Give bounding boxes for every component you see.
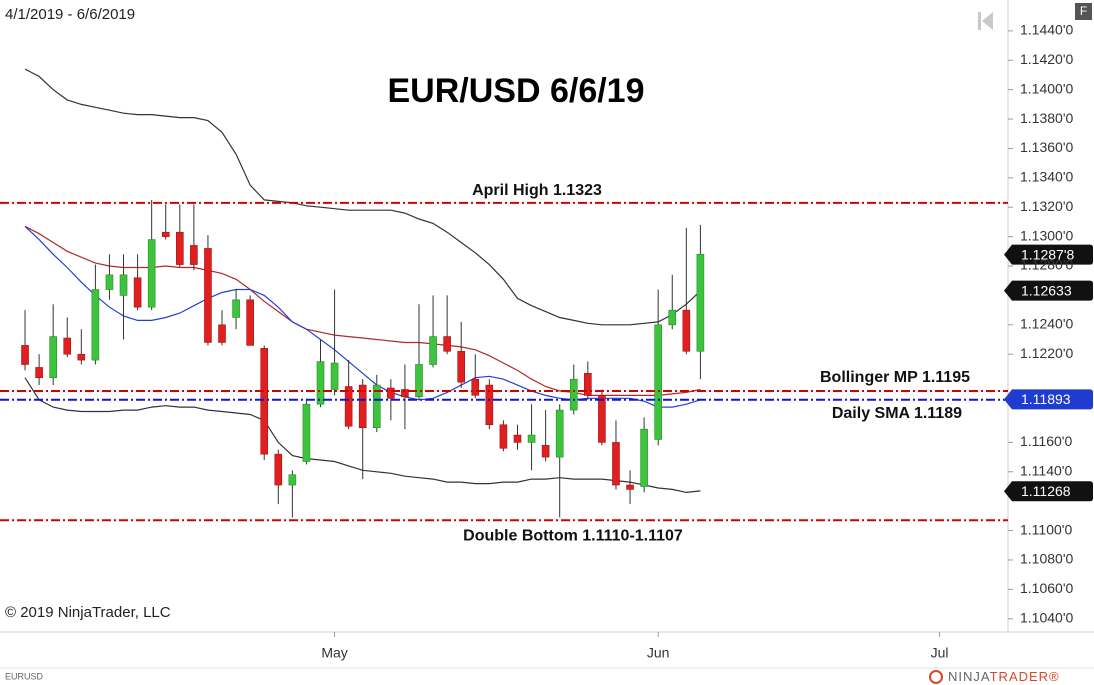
candle-body [527,434,536,443]
candle-body [457,350,466,383]
price-flag [1004,244,1093,265]
brand-second: TRADER® [990,669,1060,684]
candle-body [21,345,29,365]
price-flag-label: 1.11268 [1021,483,1071,499]
price-flag-label: 1.11893 [1021,391,1071,407]
y-tick-label: 1.1400'0 [1020,80,1073,96]
candle-body [612,442,620,486]
y-tick-label: 1.1320'0 [1020,198,1073,214]
brand-first: NINJA [948,669,990,684]
level-label: Daily SMA 1.1189 [832,405,962,422]
candle-body [668,309,677,326]
y-tick-label: 1.1040'0 [1020,609,1073,625]
level-label: Bollinger MP 1.1195 [820,369,970,386]
date-range: 4/1/2019 - 6/6/2019 [5,6,135,23]
price-flag [1004,389,1093,410]
candle-body [246,299,254,346]
candle-body [105,274,114,290]
y-tick-label: 1.1380'0 [1020,110,1073,126]
candle-body [316,361,325,405]
candle-body [598,395,606,443]
y-tick-label: 1.1340'0 [1020,169,1073,185]
candle-body [569,378,578,411]
right-axis: 1.1287'8 1.12633 1.11893 1.11268 [1004,244,1093,502]
candle-body [133,277,142,308]
y-tick-label: 1.1440'0 [1020,22,1073,38]
candle-body [541,445,550,458]
candle-body [401,389,409,398]
candle-body [35,367,43,379]
x-tick-label: Jun [647,645,670,661]
y-tick-label: 1.1240'0 [1020,316,1073,332]
candle-body [190,245,198,265]
price-flag-label: 1.12633 [1021,282,1072,298]
candle-body [232,299,240,318]
price-flag [1004,280,1093,301]
candle-body [218,324,226,343]
candle-body [555,409,564,458]
candle-body [429,336,437,365]
candle-body [471,378,480,396]
candle-body [288,474,297,486]
symbol: EURUSD [5,671,44,681]
candle-body [176,231,184,265]
y-tick-label: 1.1140'0 [1020,462,1072,478]
y-tick-label: 1.1220'0 [1020,345,1073,361]
y-tick-label: 1.1080'0 [1020,551,1073,567]
candle-body [387,387,395,399]
y-tick-label: 1.1420'0 [1020,51,1073,67]
candle-body [161,231,170,237]
candle-body [696,253,705,352]
candle-body [443,336,451,352]
candle-body [302,403,311,462]
candle-body [415,364,423,398]
candle-body [682,309,691,352]
plot-area [0,68,1008,522]
button-label[interactable]: F [1080,4,1087,18]
candle-body [499,424,508,449]
candle-body [260,348,269,455]
x-tick-label: May [321,645,347,661]
candle-body [640,428,648,487]
y-tick-label: 1.1060'0 [1020,580,1073,596]
copyright: © 2019 NinjaTrader, LLC [5,604,171,621]
candle-body [344,386,353,427]
x-tick-label: Jul [931,645,949,661]
candle-body [584,373,592,396]
indicator-line [24,68,701,326]
button-box[interactable] [1075,3,1092,20]
candle-body [626,484,634,490]
y-tick-label: 1.1300'0 [1020,227,1073,243]
rewind-arrow [982,12,993,30]
candle-body [654,324,662,440]
price-flag-label: 1.1287'8 [1021,246,1074,262]
y-tick-label: 1.1280'0 [1020,257,1073,273]
candle-body [204,248,212,343]
y-tick-label: 1.1160'0 [1020,433,1072,449]
logo-icon [929,670,943,684]
price-flag [1004,481,1093,502]
candle-body [485,384,494,426]
candle-body [63,337,72,355]
candle-body [372,384,381,429]
rewind-icon[interactable] [978,12,993,30]
y-tick-label: 1.1360'0 [1020,139,1073,155]
candle-body [513,434,522,443]
brand: NINJATRADER® [948,669,1060,684]
candle-body [49,336,57,379]
candle-body [358,384,367,429]
candle-body [119,274,128,296]
y-tick-label: 1.1100'0 [1020,521,1072,537]
candle-body [330,362,339,390]
rewind-bar [978,12,981,30]
candle-body [91,289,100,361]
chart-title: EUR/USD 6/6/19 [388,72,645,110]
candle-body [77,353,86,361]
level-label: April High 1.1323 [472,182,602,199]
level-label: Double Bottom 1.1110-1.1107 [463,528,683,545]
candle-body [274,453,283,486]
candle-body [147,239,156,308]
